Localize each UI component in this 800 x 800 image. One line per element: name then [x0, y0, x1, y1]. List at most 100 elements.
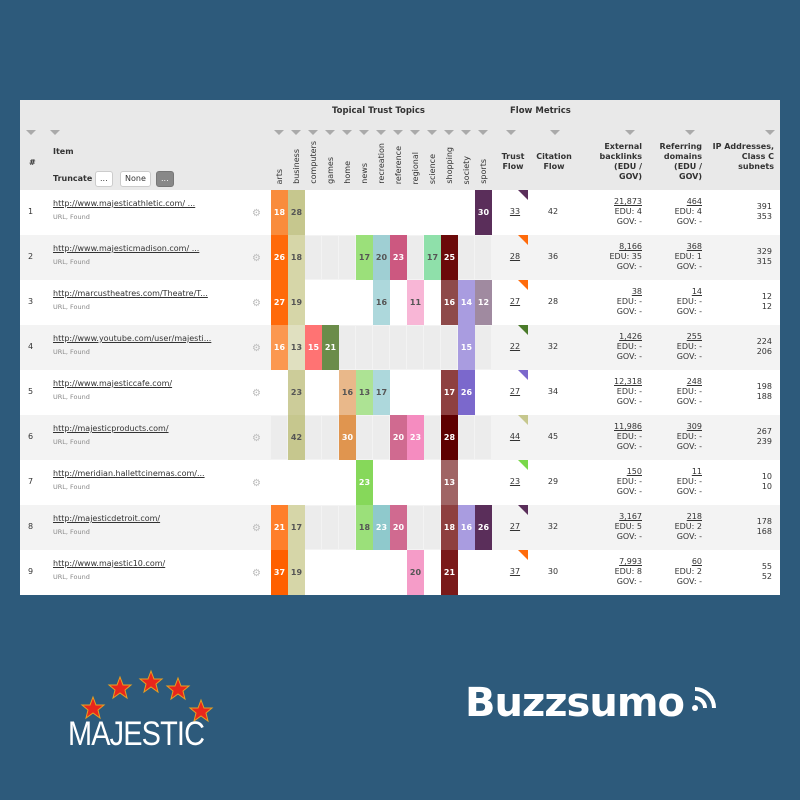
- sort-icon[interactable]: [765, 130, 775, 135]
- trust-flow-link[interactable]: 33: [509, 207, 521, 216]
- trust-flow-link[interactable]: 27: [509, 522, 521, 531]
- col-topic-sports[interactable]: sports: [479, 159, 488, 184]
- col-topic-home[interactable]: home: [343, 161, 352, 184]
- sort-icon[interactable]: [444, 130, 454, 135]
- external-backlinks: 12,318 EDU: - GOV: -: [580, 377, 642, 407]
- col-topic-arts[interactable]: arts: [275, 168, 284, 185]
- trust-flow-link[interactable]: 28: [509, 252, 521, 261]
- trust-flow-link[interactable]: 27: [509, 297, 521, 306]
- col-topic-news[interactable]: news: [360, 163, 369, 184]
- col-external-backlinks[interactable]: External backlinks (EDU / GOV): [599, 142, 642, 181]
- sort-icon[interactable]: [291, 130, 301, 135]
- ip-count: 55: [761, 562, 772, 571]
- col-ip-addresses[interactable]: IP Addresses, Class C subnets: [712, 142, 774, 171]
- sort-icon[interactable]: [427, 130, 437, 135]
- col-topic-reference[interactable]: reference: [394, 145, 403, 184]
- col-topic-business[interactable]: business: [292, 149, 301, 184]
- topic-cell-reference: 20: [390, 415, 407, 460]
- sort-icon[interactable]: [393, 130, 403, 135]
- sort-icon[interactable]: [376, 130, 386, 135]
- gear-icon[interactable]: ⚙: [252, 523, 261, 534]
- col-topic-games[interactable]: games: [326, 157, 335, 184]
- gear-icon[interactable]: ⚙: [252, 478, 261, 489]
- truncate-short-button[interactable]: ...: [95, 171, 113, 187]
- gear-icon[interactable]: ⚙: [252, 298, 261, 309]
- url-link[interactable]: http://www.majesticmadison.com/ ...: [53, 244, 200, 253]
- gear-icon[interactable]: ⚙: [252, 433, 261, 444]
- trust-flow-link[interactable]: 44: [509, 432, 521, 441]
- referring-domains-link[interactable]: 368: [686, 242, 702, 251]
- ref-edu: EDU: -: [676, 342, 702, 351]
- col-topic-shopping[interactable]: shopping: [445, 147, 454, 184]
- gear-icon[interactable]: ⚙: [252, 568, 261, 579]
- external-backlinks-link[interactable]: 1,426: [619, 332, 642, 341]
- sort-icon[interactable]: [325, 130, 335, 135]
- trust-flow-link[interactable]: 37: [509, 567, 521, 576]
- referring-domains-link[interactable]: 14: [691, 287, 702, 296]
- col-topic-science[interactable]: science: [428, 153, 437, 184]
- referring-domains-link[interactable]: 11: [691, 467, 702, 476]
- col-citation-flow[interactable]: Citation Flow: [536, 152, 572, 171]
- truncate-none-button[interactable]: None: [120, 171, 151, 187]
- gear-icon[interactable]: ⚙: [252, 388, 261, 399]
- url-status: URL, Found: [53, 393, 90, 401]
- trust-flow-link[interactable]: 23: [509, 477, 521, 486]
- sort-icon[interactable]: [410, 130, 420, 135]
- external-backlinks: 3,167 EDU: 5 GOV: -: [580, 512, 642, 542]
- url-link[interactable]: http://www.majesticcafe.com/: [53, 379, 173, 388]
- col-trust-flow[interactable]: Trust Flow: [501, 152, 525, 171]
- sort-icon[interactable]: [685, 130, 695, 135]
- sort-icon[interactable]: [478, 130, 488, 135]
- url-link[interactable]: http://meridian.hallettcinemas.com/...: [53, 469, 205, 478]
- trust-flow-link[interactable]: 27: [509, 387, 521, 396]
- external-backlinks-link[interactable]: 12,318: [614, 377, 642, 386]
- url-link[interactable]: http://majesticdetroit.com/: [53, 514, 161, 523]
- referring-domains-link[interactable]: 248: [686, 377, 702, 386]
- sort-icon[interactable]: [26, 130, 36, 135]
- url-link[interactable]: http://www.majesticathletic.com/ ...: [53, 199, 196, 208]
- col-topic-regional[interactable]: regional: [411, 151, 420, 184]
- referring-domains-link[interactable]: 60: [691, 557, 702, 566]
- sort-icon[interactable]: [308, 130, 318, 135]
- sort-icon[interactable]: [342, 130, 352, 135]
- topic-cell-sports: 12: [475, 280, 492, 325]
- sort-icon[interactable]: [550, 130, 560, 135]
- external-backlinks-link[interactable]: 38: [631, 287, 642, 296]
- external-backlinks-link[interactable]: 8,166: [619, 242, 642, 251]
- topic-cell-reference: 23: [390, 235, 407, 280]
- col-topic-computers[interactable]: computers: [309, 141, 318, 184]
- referring-domains-link[interactable]: 255: [686, 332, 702, 341]
- referring-domains-link[interactable]: 218: [686, 512, 702, 521]
- referring-domains: 218 EDU: 2 GOV: -: [642, 512, 702, 542]
- sort-icon[interactable]: [625, 130, 635, 135]
- external-backlinks-link[interactable]: 21,873: [614, 197, 642, 206]
- external-backlinks-link[interactable]: 11,986: [614, 422, 642, 431]
- gear-icon[interactable]: ⚙: [252, 253, 261, 264]
- referring-domains-link[interactable]: 309: [686, 422, 702, 431]
- external-backlinks-link[interactable]: 150: [626, 467, 642, 476]
- external-backlinks-link[interactable]: 3,167: [619, 512, 642, 521]
- sort-icon[interactable]: [50, 130, 60, 135]
- ip-subnets: 55 52: [720, 562, 772, 582]
- external-backlinks-link[interactable]: 7,993: [619, 557, 642, 566]
- sort-icon[interactable]: [461, 130, 471, 135]
- col-topic-society[interactable]: society: [462, 155, 471, 184]
- url-link[interactable]: http://majesticproducts.com/: [53, 424, 169, 433]
- gear-icon[interactable]: ⚙: [252, 208, 261, 219]
- ext-edu: EDU: 35: [609, 252, 643, 261]
- url-link[interactable]: http://www.majestic10.com/: [53, 559, 166, 568]
- gear-icon[interactable]: ⚙: [252, 343, 261, 354]
- sort-icon[interactable]: [359, 130, 369, 135]
- topic-cell-business: 18: [288, 235, 305, 280]
- topic-cell-empty: [458, 416, 474, 459]
- trust-flow-link[interactable]: 22: [509, 342, 521, 351]
- truncate-custom-button[interactable]: ...: [156, 171, 174, 187]
- referring-domains-link[interactable]: 464: [686, 197, 702, 206]
- url-link[interactable]: http://www.youtube.com/user/majesti...: [53, 334, 212, 343]
- sort-icon[interactable]: [506, 130, 516, 135]
- topic-cell-shopping: 25: [441, 235, 458, 280]
- sort-icon[interactable]: [274, 130, 284, 135]
- url-link[interactable]: http://marcustheatres.com/Theatre/T...: [53, 289, 208, 298]
- col-referring-domains[interactable]: Referring domains (EDU / GOV): [659, 142, 702, 181]
- col-topic-recreation[interactable]: recreation: [377, 143, 386, 184]
